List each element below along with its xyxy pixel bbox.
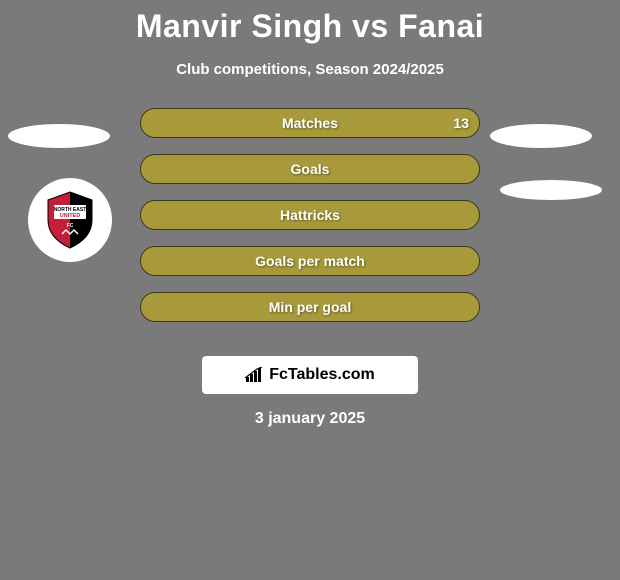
stat-bar: Goals per match	[140, 246, 480, 276]
stat-label: Min per goal	[269, 299, 351, 315]
comparison-widget: Manvir Singh vs Fanai Club competitions,…	[0, 0, 620, 580]
player-ellipse-right	[490, 124, 592, 148]
fctables-watermark: FcTables.com	[202, 356, 418, 394]
bar-chart-icon	[245, 367, 265, 383]
player-ellipse-left	[8, 124, 110, 148]
northeast-united-logo: NORTH EAST UNITED FC	[40, 190, 100, 250]
stat-value: 13	[453, 115, 469, 131]
watermark-text: FcTables.com	[269, 366, 375, 384]
stat-label: Matches	[282, 115, 338, 131]
svg-text:FC: FC	[67, 223, 74, 229]
stat-bar: Min per goal	[140, 292, 480, 322]
subtitle: Club competitions, Season 2024/2025	[0, 61, 620, 78]
page-title: Manvir Singh vs Fanai	[0, 0, 620, 45]
snapshot-date: 3 january 2025	[0, 410, 620, 428]
club-logo-container: NORTH EAST UNITED FC	[28, 178, 112, 262]
stat-label: Goals	[291, 161, 330, 177]
player-ellipse-right-small	[500, 180, 602, 200]
stat-label: Goals per match	[255, 253, 365, 269]
stat-bar: Goals	[140, 154, 480, 184]
svg-text:UNITED: UNITED	[60, 213, 81, 219]
stat-label: Hattricks	[280, 207, 340, 223]
stat-bar: Matches 13	[140, 108, 480, 138]
stat-bar: Hattricks	[140, 200, 480, 230]
